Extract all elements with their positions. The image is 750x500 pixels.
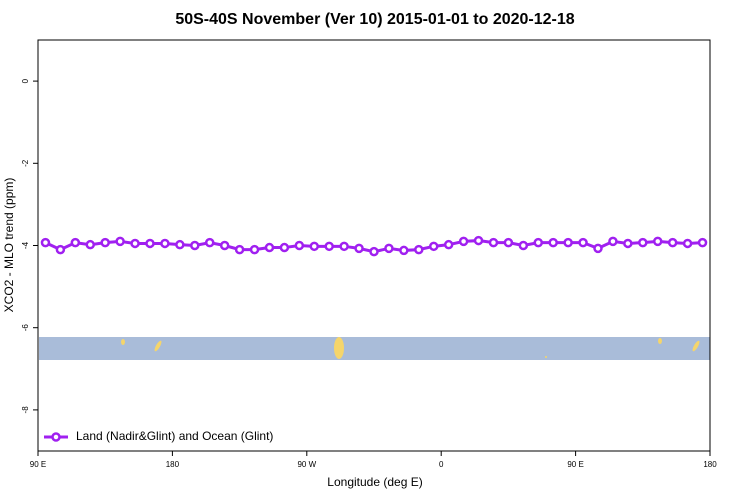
data-point (548, 237, 558, 248)
data-point (578, 237, 588, 248)
data-point (667, 237, 678, 248)
data-point (428, 241, 439, 252)
x-tick-label: 0 (439, 460, 444, 469)
data-point (414, 244, 424, 255)
land-mask-strip (39, 337, 710, 360)
data-point (160, 238, 170, 249)
data-point (354, 243, 364, 254)
data-point (40, 237, 51, 248)
data-point (488, 237, 499, 248)
data-point (608, 236, 618, 247)
y-tick-label: -6 (21, 324, 30, 332)
y-tick-label: -8 (21, 406, 30, 414)
data-point (682, 238, 693, 249)
data-point (652, 236, 663, 247)
data-point (593, 243, 603, 254)
x-tick-label: 180 (166, 460, 180, 469)
legend-marker (51, 432, 61, 442)
data-point (399, 245, 409, 256)
data-point (100, 237, 110, 248)
data-point (204, 237, 215, 248)
data-point (458, 236, 469, 247)
data-point (55, 244, 66, 255)
data-point (279, 242, 290, 253)
data-point (518, 240, 529, 251)
x-tick-label: 180 (703, 460, 717, 469)
data-point (264, 242, 275, 253)
data-point (473, 235, 484, 246)
x-tick-label: 90 E (30, 460, 46, 469)
data-point (70, 237, 81, 248)
data-point (85, 239, 96, 250)
data-point (249, 244, 260, 255)
data-point (443, 239, 454, 250)
chart-title: 50S-40S November (Ver 10) 2015-01-01 to … (175, 11, 574, 28)
x-tick-label: 90 W (297, 460, 316, 469)
legend-label: Land (Nadir&Glint) and Ocean (Glint) (76, 429, 273, 443)
data-point (623, 238, 633, 249)
y-tick-label: -2 (21, 159, 30, 167)
data-point (384, 243, 394, 254)
data-point (369, 246, 379, 257)
x-axis-label: Longitude (deg E) (327, 475, 422, 489)
data-point (190, 240, 200, 251)
data-point (234, 244, 245, 255)
data-point (697, 237, 708, 248)
data-point (533, 237, 544, 248)
data-point (563, 237, 573, 248)
data-point (503, 237, 514, 248)
data-point (324, 241, 334, 252)
data-point (115, 236, 125, 247)
data-point (219, 240, 230, 251)
data-point (638, 237, 648, 248)
y-tick-label: -4 (21, 241, 30, 249)
x-tick-label: 90 E (567, 460, 583, 469)
data-point (294, 240, 305, 251)
data-point (130, 238, 140, 249)
data-point (339, 241, 349, 252)
y-tick-label: 0 (21, 78, 30, 83)
y-axis-label: XCO2 - MLO trend (ppm) (2, 178, 16, 313)
data-point (309, 241, 320, 252)
data-point (175, 239, 185, 250)
data-point (145, 238, 155, 249)
